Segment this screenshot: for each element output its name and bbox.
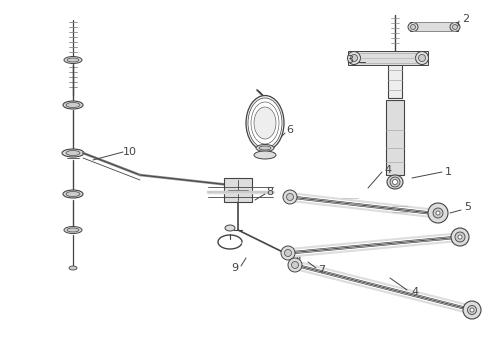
Bar <box>348 51 428 65</box>
Ellipse shape <box>452 24 458 30</box>
Circle shape <box>292 261 298 269</box>
Text: 8: 8 <box>267 187 273 197</box>
Text: 9: 9 <box>231 263 239 273</box>
Circle shape <box>433 208 443 218</box>
Ellipse shape <box>411 24 416 30</box>
Ellipse shape <box>63 101 83 109</box>
Ellipse shape <box>254 107 276 139</box>
Text: 5: 5 <box>465 202 471 212</box>
Text: 3: 3 <box>346 55 353 65</box>
Ellipse shape <box>62 149 84 157</box>
Text: 4: 4 <box>412 287 418 297</box>
Ellipse shape <box>259 146 271 150</box>
Ellipse shape <box>69 266 77 270</box>
Ellipse shape <box>387 175 403 189</box>
Ellipse shape <box>63 190 83 198</box>
Ellipse shape <box>248 98 282 148</box>
Ellipse shape <box>225 225 235 231</box>
Ellipse shape <box>64 226 82 234</box>
Ellipse shape <box>251 102 279 144</box>
Text: 10: 10 <box>123 147 137 157</box>
Ellipse shape <box>450 23 460 32</box>
Circle shape <box>467 306 476 315</box>
Text: 6: 6 <box>287 125 294 135</box>
Ellipse shape <box>263 98 271 103</box>
Bar <box>410 22 458 31</box>
Circle shape <box>463 301 481 319</box>
Circle shape <box>436 211 440 215</box>
Ellipse shape <box>418 54 425 62</box>
Circle shape <box>290 253 300 263</box>
Circle shape <box>392 180 397 185</box>
Circle shape <box>285 249 292 256</box>
Circle shape <box>283 190 297 204</box>
Text: 1: 1 <box>444 167 451 177</box>
Circle shape <box>390 177 400 187</box>
Circle shape <box>293 256 297 261</box>
Circle shape <box>455 232 465 242</box>
Ellipse shape <box>64 57 82 63</box>
Circle shape <box>281 246 295 260</box>
Ellipse shape <box>256 144 274 152</box>
Ellipse shape <box>254 151 276 159</box>
Ellipse shape <box>67 58 79 62</box>
Bar <box>386 100 404 175</box>
Ellipse shape <box>347 51 361 64</box>
Ellipse shape <box>67 228 79 232</box>
Ellipse shape <box>66 150 80 156</box>
Ellipse shape <box>350 54 358 62</box>
Circle shape <box>288 258 302 272</box>
Circle shape <box>451 228 469 246</box>
Bar <box>224 178 252 202</box>
Ellipse shape <box>408 23 418 32</box>
Text: 4: 4 <box>385 165 392 175</box>
Ellipse shape <box>66 192 80 197</box>
Circle shape <box>428 203 448 223</box>
Bar <box>388 58 402 98</box>
Circle shape <box>287 194 294 201</box>
Ellipse shape <box>416 51 428 64</box>
Ellipse shape <box>66 103 80 108</box>
Text: 7: 7 <box>318 265 325 275</box>
Circle shape <box>458 235 462 239</box>
Ellipse shape <box>246 95 284 150</box>
Text: 2: 2 <box>463 14 469 24</box>
Circle shape <box>470 308 474 312</box>
